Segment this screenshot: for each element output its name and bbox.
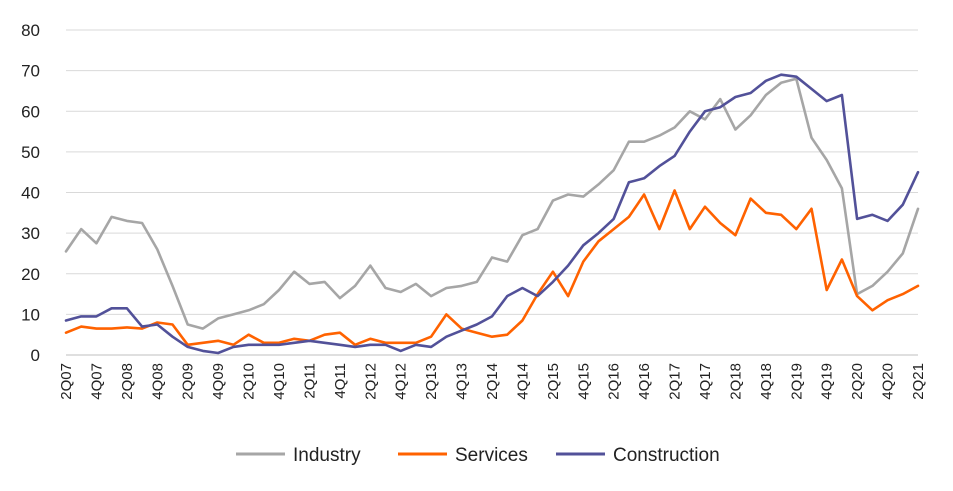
x-tick-label: 4Q20 bbox=[880, 363, 897, 400]
y-tick-label: 50 bbox=[21, 143, 40, 162]
x-tick-label: 2Q13 bbox=[423, 363, 440, 400]
y-tick-label: 80 bbox=[21, 21, 40, 40]
y-tick-label: 30 bbox=[21, 224, 40, 243]
y-tick-label: 40 bbox=[21, 184, 40, 203]
legend-item-industry: Industry bbox=[236, 445, 361, 466]
x-tick-label: 4Q17 bbox=[697, 363, 714, 400]
x-tick-label: 2Q15 bbox=[545, 363, 562, 400]
x-tick-label: 2Q20 bbox=[849, 363, 866, 400]
x-tick-label: 4Q09 bbox=[210, 363, 227, 400]
legend-label: Industry bbox=[293, 445, 361, 466]
legend-item-services: Services bbox=[398, 445, 528, 466]
x-tick-label: 4Q12 bbox=[393, 363, 410, 400]
x-tick-label: 4Q19 bbox=[819, 363, 836, 400]
x-tick-label: 2Q09 bbox=[180, 363, 197, 400]
legend-label: Services bbox=[455, 445, 528, 466]
legend-item-construction: Construction bbox=[556, 445, 720, 466]
x-tick-label: 4Q07 bbox=[88, 363, 105, 400]
x-tick-label: 4Q10 bbox=[271, 363, 288, 400]
x-tick-label: 2Q10 bbox=[241, 363, 258, 400]
x-tick-label: 2Q11 bbox=[301, 363, 318, 399]
x-tick-label: 4Q16 bbox=[636, 363, 653, 400]
y-tick-label: 0 bbox=[31, 346, 40, 365]
x-tick-label: 2Q08 bbox=[119, 363, 136, 400]
x-tick-label: 4Q15 bbox=[575, 363, 592, 400]
x-tick-label: 4Q11 bbox=[332, 363, 349, 399]
legend: Industry Services Construction bbox=[236, 445, 720, 466]
x-tick-label: 2Q14 bbox=[484, 363, 501, 400]
gridlines bbox=[66, 29, 918, 315]
y-tick-label: 20 bbox=[21, 265, 40, 284]
x-tick-label: 2Q21 bbox=[910, 363, 927, 400]
x-tick-label: 2Q19 bbox=[788, 363, 805, 400]
x-tick-label: 4Q08 bbox=[149, 363, 166, 400]
x-tick-label: 4Q13 bbox=[454, 363, 471, 400]
y-tick-label: 10 bbox=[21, 305, 40, 324]
series-line-industry bbox=[64, 77, 920, 330]
x-tick-label: 2Q07 bbox=[58, 363, 75, 400]
series-lines bbox=[64, 73, 920, 355]
x-tick-label: 2Q18 bbox=[727, 363, 744, 400]
y-axis-tick-labels: 0 10 20 30 40 50 60 70 80 bbox=[21, 21, 40, 365]
series-line-construction bbox=[64, 73, 920, 355]
x-tick-label: 2Q12 bbox=[362, 363, 379, 400]
x-tick-label: 4Q18 bbox=[758, 363, 775, 400]
y-tick-label: 70 bbox=[21, 62, 40, 81]
x-tick-label: 2Q16 bbox=[606, 363, 623, 400]
series-line-services bbox=[64, 189, 920, 347]
legend-label: Construction bbox=[613, 445, 720, 466]
y-tick-label: 60 bbox=[21, 102, 40, 121]
x-tick-label: 4Q14 bbox=[514, 363, 531, 400]
x-tick-label: 2Q17 bbox=[667, 363, 684, 400]
x-axis-tick-labels: 2Q07 4Q07 2Q08 4Q08 2Q09 4Q09 2Q10 4Q10 2Q11 4Q11… bbox=[58, 363, 927, 400]
